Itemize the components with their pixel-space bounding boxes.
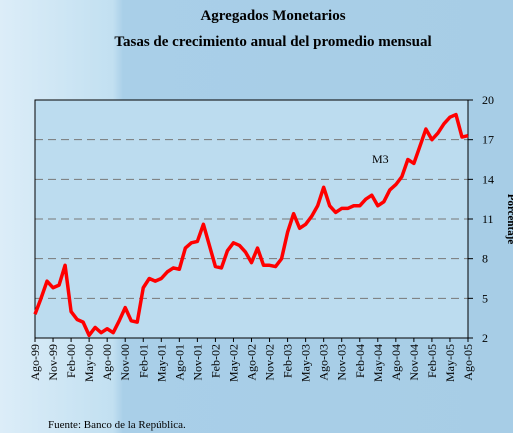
chart-title: Agregados Monetarios <box>200 8 345 24</box>
x-tick-label: Feb-03 <box>281 344 295 378</box>
x-tick-label: Ago-99 <box>28 344 42 381</box>
chart-subtitle: Tasas de crecimiento anual del promedio … <box>114 34 431 50</box>
chart: Agregados Monetarios Tasas de crecimient… <box>0 0 513 433</box>
x-tick-label: Nov-03 <box>335 344 349 381</box>
y-tick-label: 14 <box>482 172 494 186</box>
x-tick-label: Ago-03 <box>317 344 331 381</box>
x-tick-label: Feb-01 <box>136 344 150 378</box>
x-tick-label: Ago-02 <box>245 344 259 381</box>
x-tick-label: Nov-01 <box>190 344 204 381</box>
y-tick-label: 20 <box>482 93 494 107</box>
x-tick-label: Ago-05 <box>461 344 475 381</box>
y-tick-label: 11 <box>482 212 494 226</box>
source: Fuente: Banco de la República. <box>48 419 186 431</box>
x-tick-label: May-03 <box>299 344 313 382</box>
y-tick-label: 17 <box>482 133 494 147</box>
x-tick-label: May-04 <box>371 344 385 382</box>
x-tick-label: Feb-05 <box>425 344 439 378</box>
y-tick-label: 5 <box>482 291 488 305</box>
x-tick-label: Nov-04 <box>407 344 421 381</box>
x-tick-label: May-02 <box>226 344 240 382</box>
y-axis-label: Porcentaje <box>505 194 513 245</box>
x-tick-label: Nov-02 <box>263 344 277 381</box>
x-tick-label: Feb-04 <box>353 344 367 378</box>
x-tick-label: Feb-00 <box>64 344 78 378</box>
x-tick-label: Ago-04 <box>389 344 403 381</box>
x-tick-label: Nov-99 <box>46 344 60 381</box>
x-tick-label: Ago-01 <box>172 344 186 381</box>
y-tick-label: 8 <box>482 252 488 266</box>
y-tick-label: 2 <box>482 331 488 345</box>
x-tick-label: May-01 <box>154 344 168 382</box>
x-tick-label: Ago-00 <box>100 344 114 381</box>
annotation: M3 <box>372 152 389 166</box>
x-tick-label: Feb-02 <box>208 344 222 378</box>
x-tick-label: May-00 <box>82 344 96 382</box>
x-tick-label: May-05 <box>443 344 457 382</box>
x-tick-label: Nov-00 <box>118 344 132 381</box>
